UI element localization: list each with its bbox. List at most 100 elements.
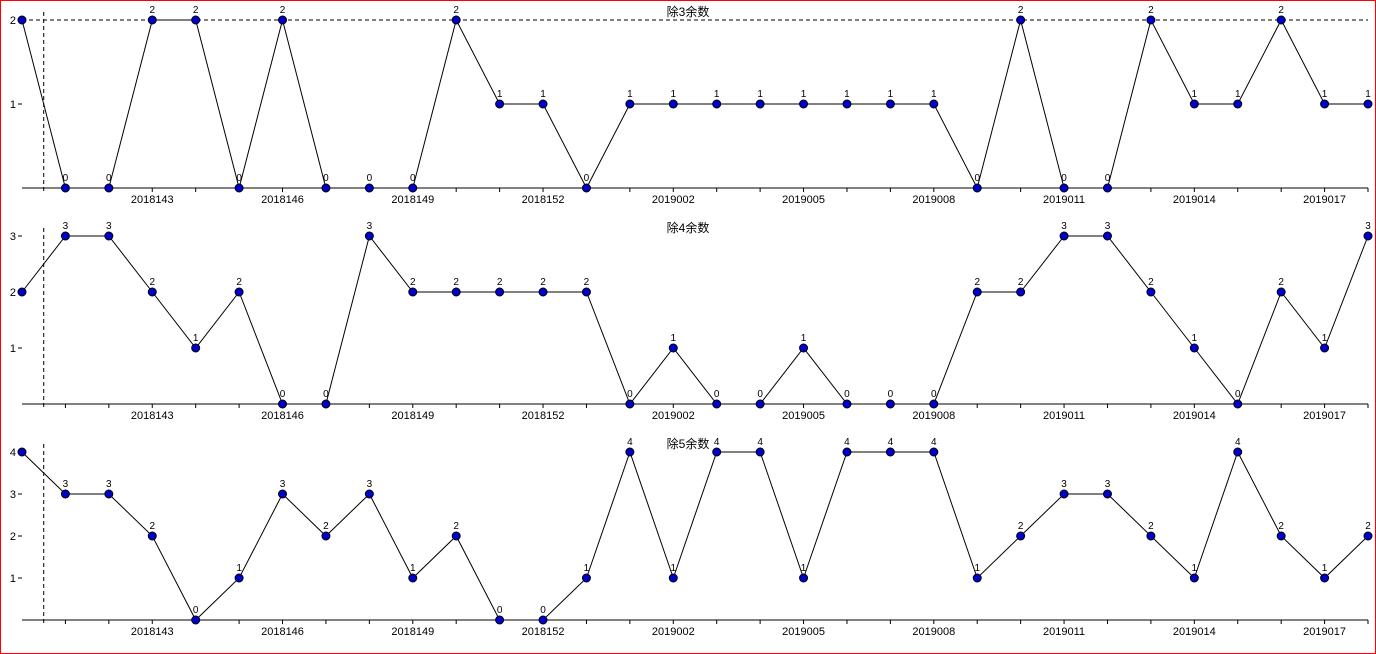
x-tick-label: 2019011 (1043, 626, 1085, 638)
point-label: 0 (757, 389, 763, 400)
point-label: 0 (323, 173, 329, 184)
x-tick-label: 2018146 (261, 194, 304, 206)
data-point (409, 288, 417, 296)
point-label: 1 (1235, 89, 1241, 100)
x-tick-label: 2019014 (1173, 410, 1216, 422)
data-point (1147, 532, 1155, 540)
y-tick-label: 1 (10, 99, 16, 111)
point-label: 1 (801, 563, 807, 574)
data-point (930, 448, 938, 456)
point-label: 1 (671, 333, 677, 344)
x-tick-label: 2019011 (1043, 194, 1085, 206)
outer-border (1, 1, 1376, 654)
data-point (756, 400, 764, 408)
point-label: 1 (1322, 333, 1328, 344)
x-tick-label: 2019002 (652, 410, 695, 422)
data-point (800, 574, 808, 582)
data-point (18, 288, 26, 296)
point-label: 2 (1148, 277, 1154, 288)
point-label: 1 (931, 89, 937, 100)
point-label: 1 (193, 333, 199, 344)
data-point (18, 448, 26, 456)
point-label: 3 (367, 479, 373, 490)
data-point (235, 288, 243, 296)
point-label: 1 (1365, 89, 1371, 100)
point-label: 4 (714, 437, 720, 448)
data-point (843, 448, 851, 456)
chart-container: 除3余数201814320181462018149201815220190022… (0, 0, 1376, 654)
x-tick-label: 2018146 (261, 410, 304, 422)
data-point (496, 100, 504, 108)
y-tick-label: 3 (10, 231, 16, 243)
point-label: 2 (149, 521, 155, 532)
x-tick-label: 2019005 (782, 410, 825, 422)
point-label: 1 (801, 333, 807, 344)
y-tick-label: 2 (10, 531, 16, 543)
point-label: 1 (497, 89, 503, 100)
data-point (1017, 16, 1025, 24)
point-label: 0 (844, 389, 850, 400)
point-label: 0 (1105, 173, 1111, 184)
data-point (973, 184, 981, 192)
x-tick-label: 2018152 (522, 410, 565, 422)
data-point (192, 16, 200, 24)
point-label: 1 (844, 89, 850, 100)
y-tick-label: 2 (10, 15, 16, 27)
point-label: 1 (1192, 563, 1198, 574)
x-tick-label: 2018149 (391, 194, 434, 206)
point-label: 0 (888, 389, 894, 400)
data-point (539, 288, 547, 296)
data-point (365, 232, 373, 240)
point-label: 1 (888, 89, 894, 100)
x-tick-label: 2018143 (131, 194, 174, 206)
point-label: 2 (1018, 277, 1024, 288)
point-label: 3 (63, 479, 69, 490)
point-label: 2 (1148, 5, 1154, 16)
x-tick-label: 2019002 (652, 194, 695, 206)
point-label: 2 (1018, 5, 1024, 16)
data-point (1017, 532, 1025, 540)
data-point (1277, 532, 1285, 540)
data-point (409, 574, 417, 582)
data-point (279, 16, 287, 24)
x-tick-label: 2019008 (912, 410, 955, 422)
point-label: 2 (1148, 521, 1154, 532)
point-label: 1 (714, 89, 720, 100)
data-point (105, 490, 113, 498)
data-point (1234, 400, 1242, 408)
point-label: 2 (453, 5, 459, 16)
x-tick-label: 2018149 (391, 626, 434, 638)
data-point (886, 448, 894, 456)
data-point (1321, 344, 1329, 352)
point-label: 3 (1061, 479, 1067, 490)
point-label: 0 (280, 389, 286, 400)
data-point (582, 574, 590, 582)
data-point (669, 344, 677, 352)
data-point (192, 344, 200, 352)
point-label: 3 (63, 221, 69, 232)
data-point (279, 490, 287, 498)
point-label: 2 (1018, 521, 1024, 532)
data-point (1060, 490, 1068, 498)
x-tick-label: 2019005 (782, 194, 825, 206)
point-label: 2 (974, 277, 980, 288)
point-label: 1 (671, 89, 677, 100)
point-label: 4 (931, 437, 937, 448)
data-point (843, 400, 851, 408)
point-label: 0 (974, 173, 980, 184)
data-point (322, 184, 330, 192)
x-tick-label: 2019011 (1043, 410, 1085, 422)
data-point (626, 400, 634, 408)
x-tick-label: 2018152 (522, 626, 565, 638)
point-label: 0 (1235, 389, 1241, 400)
point-label: 2 (497, 277, 503, 288)
point-label: 0 (714, 389, 720, 400)
point-label: 2 (149, 5, 155, 16)
x-tick-label: 2019014 (1173, 194, 1216, 206)
point-label: 1 (627, 89, 633, 100)
data-point (1190, 100, 1198, 108)
point-label: 1 (1192, 89, 1198, 100)
point-label: 2 (584, 277, 590, 288)
point-label: 0 (323, 389, 329, 400)
point-label: 2 (323, 521, 329, 532)
